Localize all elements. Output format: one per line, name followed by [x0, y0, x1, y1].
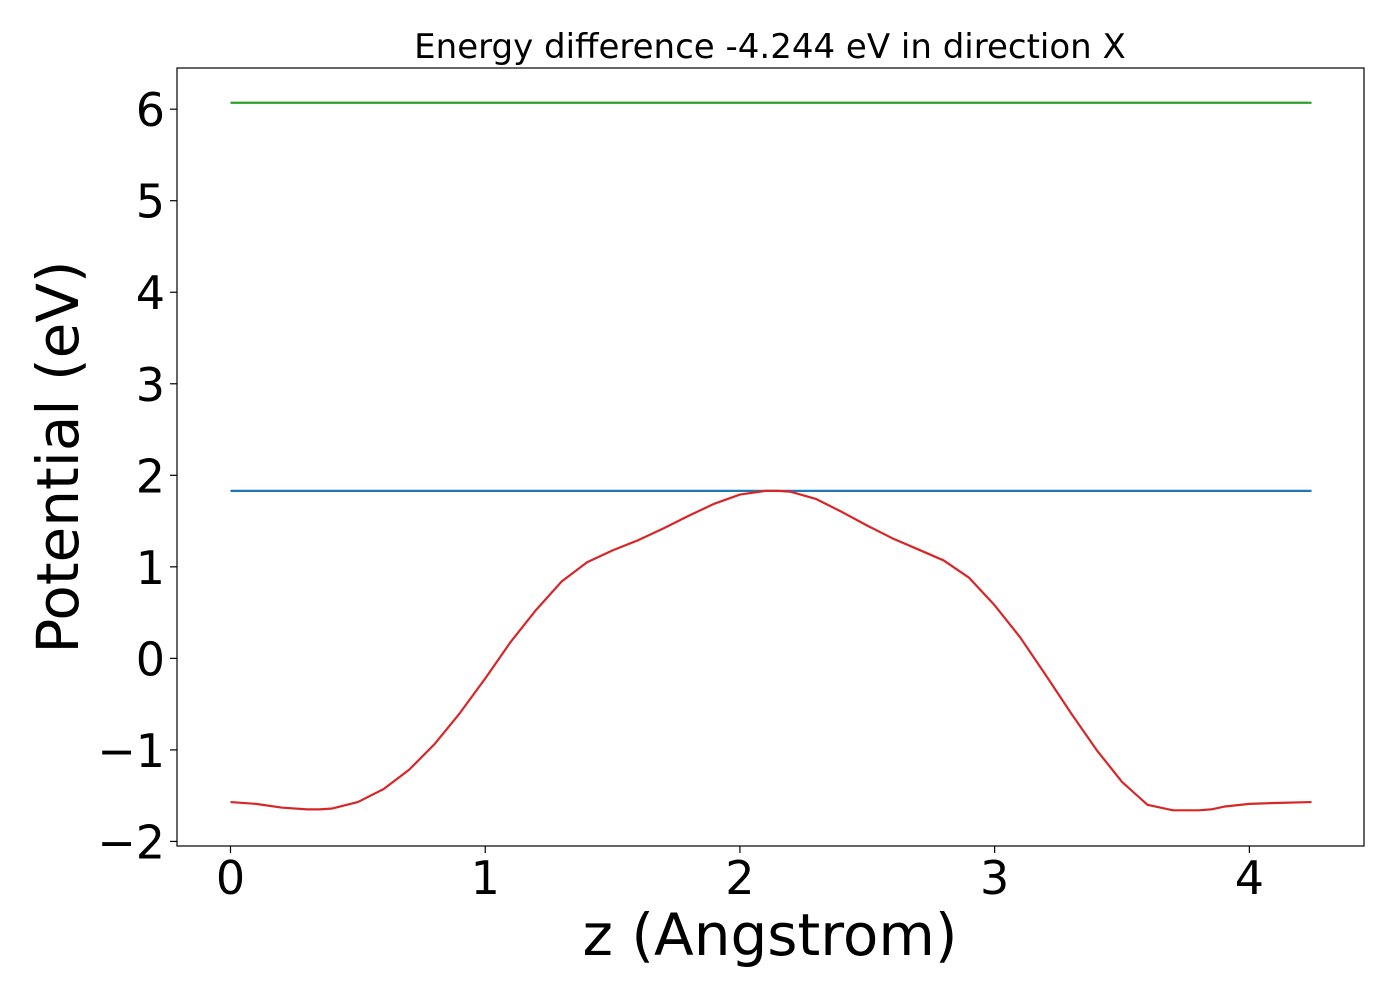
- y-tick-label: 6: [136, 83, 165, 137]
- chart-title: Energy difference -4.244 eV in direction…: [414, 27, 1126, 67]
- y-tick-label: 2: [136, 449, 165, 503]
- plot-frame: [176, 67, 1365, 847]
- x-axis: 0 1 2 3 4: [216, 846, 1264, 905]
- x-tick-label: 0: [216, 851, 245, 905]
- y-axis: −2 −1 0 1 2 3 4 5 6: [97, 83, 177, 869]
- y-tick-label: −2: [97, 815, 165, 869]
- y-tick-label: 5: [136, 175, 165, 229]
- x-tick-label: 2: [725, 851, 754, 905]
- y-tick-label: 3: [136, 358, 165, 412]
- y-tick-label: 1: [136, 541, 165, 595]
- y-tick-label: 4: [136, 266, 165, 320]
- x-tick-label: 4: [1235, 851, 1264, 905]
- series-layer: [230, 101, 1312, 812]
- y-tick-label: 0: [136, 632, 165, 686]
- series-line-2: [230, 489, 1312, 812]
- x-axis-label: z (Angstrom): [583, 901, 958, 969]
- y-axis-label: Potential (eV): [24, 260, 92, 653]
- y-tick-label: −1: [97, 724, 165, 778]
- x-tick-label: 1: [471, 851, 500, 905]
- x-tick-label: 3: [980, 851, 1009, 905]
